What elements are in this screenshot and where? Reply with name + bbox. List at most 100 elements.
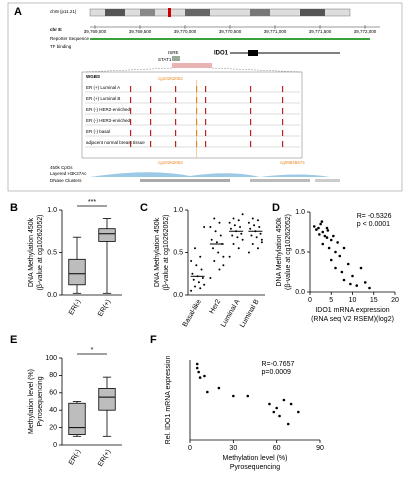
dot (346, 262, 350, 266)
dot (200, 268, 203, 271)
tf-site (172, 56, 180, 61)
dot (259, 232, 262, 235)
dot (195, 264, 198, 267)
cpg-mark (175, 119, 177, 125)
y-tick-label: 0.0 (47, 292, 57, 299)
x-tick-label: 60 (273, 445, 281, 452)
dot (231, 234, 234, 237)
box (98, 228, 116, 242)
cpg-mark (282, 86, 284, 92)
sample-label: adjacent normal breast tissue (86, 140, 145, 145)
track-label: TF binding (50, 44, 72, 49)
track-label: Layered H3K27Ac (50, 171, 87, 176)
dot (194, 247, 197, 250)
dot (334, 250, 337, 254)
cpg-mark (150, 130, 152, 136)
dot (232, 217, 235, 220)
dnase-cluster (140, 179, 230, 182)
annotation: p < 0.0001 (357, 221, 390, 228)
dot (214, 230, 217, 233)
dot (256, 219, 259, 222)
dot (297, 410, 300, 414)
dot (289, 402, 293, 406)
x-tick-label: ER(+) (97, 448, 112, 468)
x-tick-label: 5 (329, 297, 333, 304)
dot (332, 234, 335, 238)
dot (218, 221, 221, 224)
cpg-mark (130, 141, 132, 147)
dot (336, 241, 339, 244)
dot (325, 226, 329, 230)
dot (219, 234, 222, 237)
sample-label: ER (-) basal (86, 129, 110, 134)
y-tick-label: 80 (49, 372, 57, 379)
dot (197, 370, 200, 374)
panel-label: D (272, 202, 280, 214)
y-axis-label: Pyrosequencing (37, 376, 44, 426)
y-axis-label: Methylation level (%) (28, 369, 35, 434)
track-label: Reporter Sequence (50, 36, 90, 41)
coordinate: 39,772,000 (354, 29, 377, 34)
cpg-mark (130, 108, 132, 114)
y-axis-label: DNA Methylation 450k (276, 217, 283, 287)
sample-label: ER (-) HER2-enriched (86, 118, 131, 123)
y-tick-label: 1.0 (173, 207, 183, 214)
cpg-mark (250, 97, 252, 103)
cpg-label: cg10262052 (158, 76, 183, 81)
cpg-mark (130, 86, 132, 92)
dot (327, 246, 331, 250)
dot (363, 281, 367, 284)
dot (203, 226, 206, 228)
dot (237, 219, 240, 222)
cpg-mark (205, 130, 207, 136)
y-tick-label: 0.0 (295, 289, 305, 296)
dot (286, 422, 290, 426)
dot (321, 242, 325, 246)
y-tick-label: 0.5 (47, 249, 57, 256)
x-tick-label: Basal-like (182, 298, 203, 328)
dot (240, 232, 243, 235)
dot (241, 238, 244, 241)
chr-label: chr 8: (50, 27, 63, 32)
dot (217, 251, 220, 254)
ideogram-band (300, 9, 325, 16)
dot (209, 226, 212, 228)
ideogram-band (185, 9, 210, 16)
dot (198, 376, 202, 379)
annotation: p=0.0009 (262, 369, 291, 376)
significance: * (91, 347, 94, 354)
dot (228, 221, 231, 224)
dnase-cluster (250, 179, 310, 182)
x-tick-label: 0 (188, 445, 192, 452)
cpg-mark (205, 141, 207, 147)
h3k27ac-track (90, 172, 330, 177)
coordinate: 39,771,500 (309, 29, 332, 34)
cpg-mark (130, 130, 132, 136)
dot (232, 243, 235, 245)
dot (260, 238, 263, 241)
dot (197, 281, 200, 284)
dot (323, 234, 327, 238)
y-tick-label: 1.0 (295, 209, 305, 216)
coordinate: 39,770,000 (174, 29, 197, 34)
x-tick-label: 30 (229, 445, 237, 452)
dot (278, 414, 281, 418)
x-axis-label: IDO1 mRNA expression (315, 307, 389, 314)
dot (199, 255, 202, 258)
y-axis-label: DNA Methylation 450k (28, 217, 35, 287)
dot (250, 234, 253, 237)
cpg-mark (130, 119, 132, 125)
dot (320, 220, 324, 223)
dot (329, 258, 333, 262)
y-tick-label: 40 (49, 407, 57, 414)
cpg-label: cg10262052 (158, 160, 183, 165)
tf-site (172, 63, 212, 68)
cpg-mark (150, 86, 152, 92)
cpg-mark (175, 86, 177, 92)
dot (255, 236, 258, 239)
dot (222, 255, 225, 258)
cpg-mark (205, 86, 207, 92)
x-tick-label: ER(-) (68, 298, 82, 316)
cpg-mark (150, 119, 152, 125)
